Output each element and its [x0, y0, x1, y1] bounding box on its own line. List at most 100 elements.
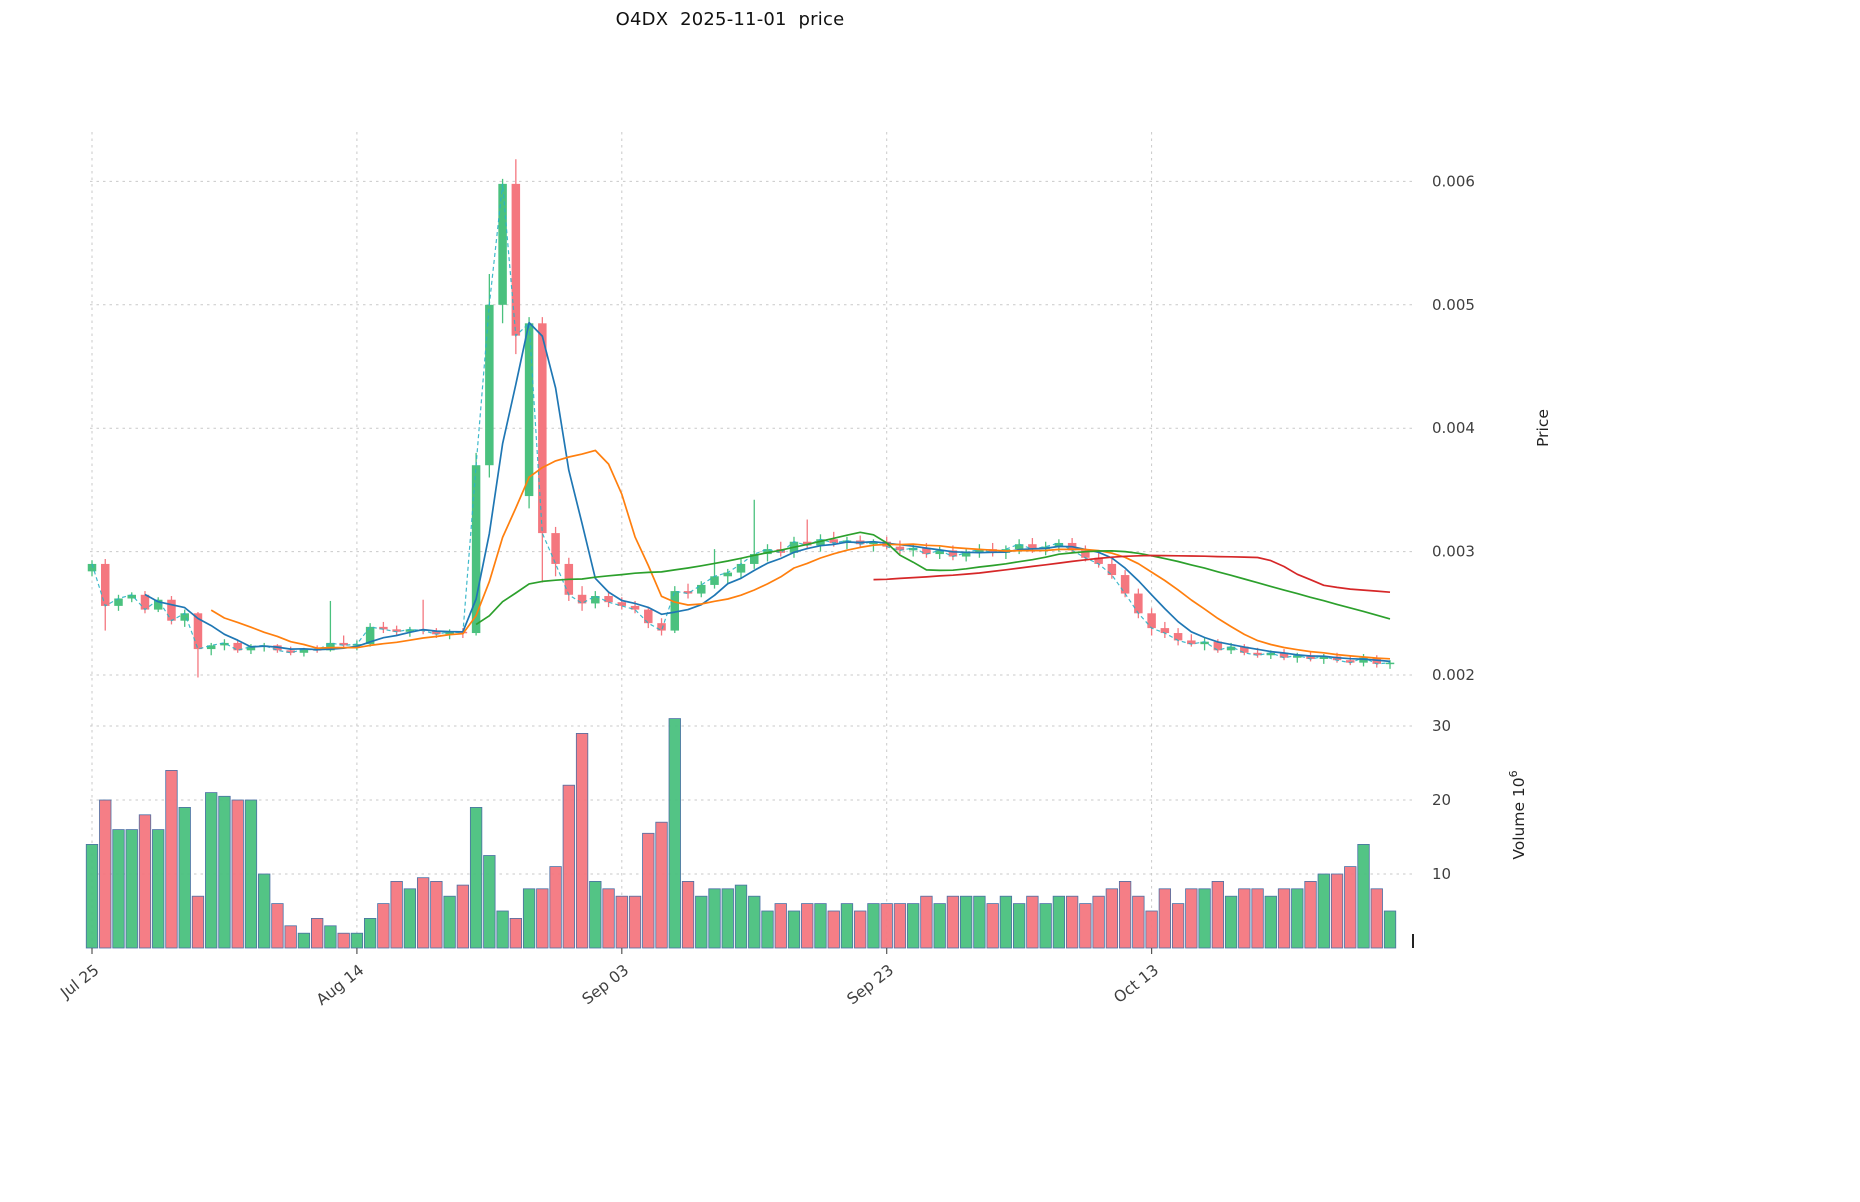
volume-bar: [668, 718, 681, 949]
candle-body: [1266, 652, 1276, 656]
candle-body: [1279, 652, 1289, 658]
candle-body: [961, 552, 971, 557]
candle-body: [710, 576, 719, 585]
volume-bar: [284, 925, 297, 949]
candle-body: [895, 546, 905, 551]
volume-bar: [562, 784, 575, 949]
candle-body: [591, 596, 600, 604]
ma-10-line: [210, 449, 1391, 660]
candle-body: [286, 650, 295, 653]
candle-body: [352, 644, 362, 646]
candle-body: [869, 541, 878, 545]
volume-bar: [1383, 910, 1397, 949]
volume-bar: [244, 799, 258, 949]
x-tick-label: Sep 23: [844, 961, 898, 1008]
candle-body: [114, 598, 123, 606]
candle-body: [604, 596, 613, 603]
volume-bar: [933, 903, 946, 949]
candle-body: [498, 183, 507, 305]
candle-body: [1147, 613, 1156, 629]
ma-60-line: [873, 554, 1391, 594]
volume-bar: [311, 918, 324, 949]
volume-bar: [363, 918, 377, 949]
volume-bar: [761, 910, 774, 949]
price-tick-label: 0.003: [1432, 543, 1475, 561]
candle-body: [644, 609, 653, 624]
candle-body: [379, 626, 388, 630]
volume-bar: [695, 895, 708, 949]
volume-bar: [907, 903, 920, 949]
price-axis-label: Price: [1534, 409, 1552, 447]
volume-bar: [748, 895, 761, 949]
candle-body: [180, 613, 189, 621]
candle-body: [299, 649, 309, 653]
volume-bar: [377, 903, 390, 949]
volume-bar: [1052, 895, 1066, 949]
volume-bar: [1171, 903, 1185, 949]
volume-bar: [1291, 888, 1304, 949]
candle-body: [1187, 640, 1196, 645]
volume-bar: [787, 910, 801, 949]
volume-bar: [655, 821, 668, 949]
volume-bar: [1118, 881, 1132, 949]
candle-body: [670, 591, 680, 631]
candle-body: [697, 584, 706, 594]
volume-bar: [1264, 895, 1277, 949]
volume-bar: [1092, 895, 1105, 949]
volume-bar: [827, 910, 840, 949]
volume-bar: [509, 918, 522, 949]
volume-bar: [1026, 895, 1039, 949]
candle-body: [1346, 660, 1355, 663]
candle-body: [763, 549, 772, 555]
volume-bar: [125, 829, 138, 949]
volume-bar: [191, 895, 205, 949]
volume-bar: [602, 888, 615, 949]
volume-bar: [973, 895, 986, 949]
volume-bar: [867, 903, 880, 949]
ma-5-line: [144, 321, 1391, 663]
price-tick-label: 0.004: [1432, 419, 1475, 437]
candle-body: [87, 563, 97, 572]
volume-bar: [1211, 881, 1224, 949]
volume-bar: [1185, 888, 1198, 949]
candle-body: [829, 539, 838, 543]
candle-body: [1385, 662, 1395, 665]
x-tick-label: Sep 03: [579, 961, 633, 1008]
candle-body: [723, 572, 733, 577]
price-tick-label: 0.005: [1432, 296, 1475, 314]
volume-bar: [642, 832, 655, 949]
volume-bar: [946, 895, 960, 949]
volume-bar: [615, 895, 628, 949]
volume-bar: [1238, 888, 1251, 949]
volume-bar: [271, 903, 284, 949]
candle-body: [1213, 641, 1223, 651]
x-tick-label: Aug 14: [313, 961, 367, 1009]
volume-bar: [1145, 910, 1158, 949]
volume-bar: [1039, 903, 1052, 949]
volume-bar: [469, 807, 483, 949]
volume-bar: [350, 932, 364, 949]
volume-axis-label: Volume 106: [1507, 770, 1528, 859]
candle-body: [524, 323, 534, 497]
candle-body: [167, 599, 176, 621]
candle-body: [935, 550, 944, 555]
candle-body: [392, 629, 401, 632]
volume-tick-label: 10: [1432, 865, 1451, 883]
volume-bar: [258, 873, 271, 949]
candle-body: [326, 642, 335, 651]
volume-bar: [324, 925, 337, 949]
candle-body: [683, 591, 693, 594]
volume-bar: [589, 881, 602, 949]
candle-body: [657, 623, 666, 631]
candle-body: [538, 323, 547, 534]
candle-body: [1054, 542, 1064, 547]
candle-body: [1319, 656, 1329, 659]
candle-body: [1306, 655, 1315, 659]
volume-bar: [1330, 873, 1344, 949]
volume-tick-label: 20: [1432, 791, 1451, 809]
candle-body: [1134, 593, 1143, 614]
volume-bar: [496, 910, 509, 949]
volume-bar: [430, 881, 443, 949]
candle-body: [1226, 646, 1236, 651]
